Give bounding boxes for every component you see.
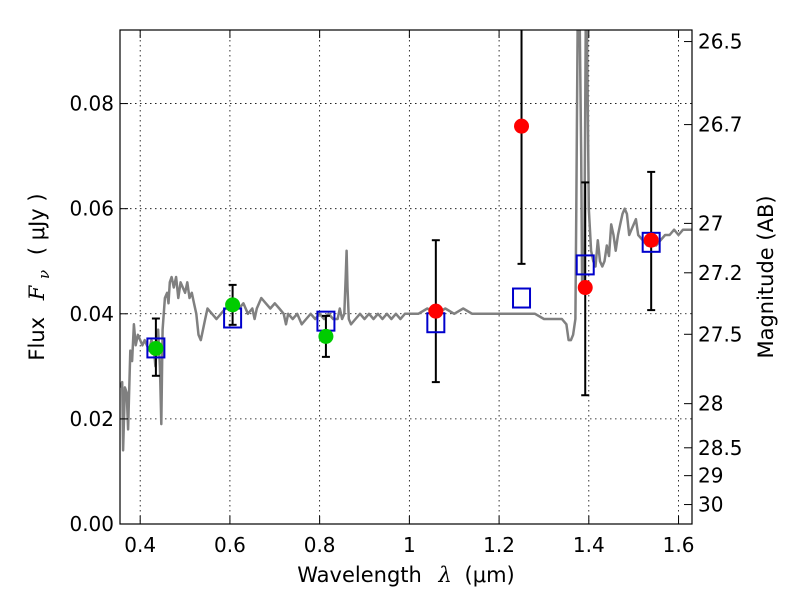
y-axis-title: Flux F ν ( μJy ): [25, 193, 54, 360]
model-spectrum-line: [120, 30, 692, 452]
measured-flux-point: [428, 303, 444, 319]
model-band-square: [512, 287, 532, 309]
x-tick-label: 0.8: [304, 533, 336, 557]
right-tick-label: 28.5: [698, 436, 743, 460]
x-tick-label: 1: [403, 533, 416, 557]
y-axis-title-symbol: F: [25, 284, 49, 301]
right-tick-label: 30: [698, 493, 723, 517]
right-tick-label: 27.5: [698, 322, 743, 346]
right-tick-label: 26.7: [698, 113, 743, 137]
right-tick-label: 27: [698, 211, 723, 235]
y-tick-label: 0.02: [69, 407, 114, 431]
right-tick-label: 27.2: [698, 261, 743, 285]
y-tick-label: 0.08: [69, 92, 114, 116]
measured-flux-point: [148, 340, 164, 356]
x-tick-label: 1.2: [483, 533, 515, 557]
x-tick-label: 1.6: [663, 533, 695, 557]
measured-flux-point: [318, 328, 334, 344]
measured-flux-point: [514, 118, 530, 134]
y-axis-title-prefix: Flux: [25, 317, 49, 361]
y-axis-title-subscript: ν: [35, 270, 53, 279]
grid-lines: [120, 30, 692, 524]
measured-flux-point: [643, 232, 659, 248]
x-axis-title-symbol: λ: [438, 563, 452, 587]
x-tick-label: 0.6: [214, 533, 246, 557]
right-axis-title: Magnitude (AB): [754, 195, 778, 358]
y-tick-label: 0.00: [69, 512, 114, 536]
x-tick-label: 0.4: [124, 533, 156, 557]
model-band-square: [575, 254, 595, 276]
measured-flux-point: [225, 297, 241, 313]
axis-ticks: 0.4 0.6 0.8 1 1.2 1.4 1.6 0.00 0.02 0.04 0.06 0.08 2…: [69, 30, 742, 557]
plot-frame: [119, 29, 693, 525]
measured-flux-points: [148, 118, 659, 356]
y-tick-label: 0.06: [69, 197, 114, 221]
y-tick-label: 0.04: [69, 302, 114, 326]
y-axis-title-unit: ( μJy ): [25, 193, 49, 255]
right-tick-label: 28: [698, 392, 723, 416]
x-axis-title: Wavelength λ (μm): [297, 563, 514, 587]
measured-flux-point: [577, 280, 593, 296]
right-tick-label: 29: [698, 464, 723, 488]
model-band-square: [146, 337, 166, 359]
x-axis-title-unit: (μm): [465, 563, 515, 587]
right-tick-label: 26.5: [698, 30, 743, 54]
x-axis-title-prefix: Wavelength: [297, 563, 422, 587]
x-tick-label: 1.4: [573, 533, 605, 557]
